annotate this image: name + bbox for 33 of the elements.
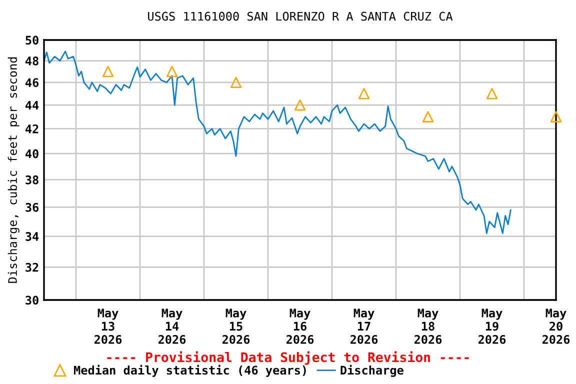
y-axis-title: Discharge, cubic feet per second: [8, 57, 20, 283]
y-tick-label: 30: [26, 296, 38, 305]
point: [486, 88, 498, 100]
y-tick-label: 34: [26, 232, 39, 241]
point: [550, 111, 562, 122]
chart-title: USGS 11161000 SAN LORENZO R A SANTA CRUZ CA: [148, 12, 453, 21]
y-tick-label: 48: [26, 56, 38, 66]
legend-label: Discharge: [340, 364, 404, 377]
y-tick-label: 44: [26, 100, 39, 110]
x-tick-label: May 16 2026: [286, 308, 314, 344]
point: [230, 76, 242, 88]
point: [102, 66, 114, 78]
y-tick-label: 38: [26, 175, 38, 184]
y-tick-label: 46: [26, 78, 38, 88]
y-tick-label: 40: [26, 149, 38, 158]
x-tick-label: May 18 2026: [414, 308, 442, 344]
x-tick-label: May 19 2026: [478, 308, 506, 344]
y-tick-label: 32: [26, 262, 38, 272]
point: [422, 111, 434, 122]
y-tick-label: 42: [26, 124, 38, 134]
x-tick-label: May 14 2026: [158, 308, 186, 344]
point: [358, 88, 370, 100]
point: [166, 66, 178, 78]
legend-label: Median daily statistic (46 years): [74, 364, 306, 377]
x-tick-label: May 17 2026: [350, 308, 378, 344]
x-tick-label: May 20 2026: [542, 308, 570, 344]
x-tick-label: May 13 2026: [94, 308, 122, 344]
y-tick-label: 50: [26, 36, 38, 45]
text: ---- Provisional Data Subject to Revision ----: [107, 351, 469, 365]
y-tick-label: 36: [26, 202, 38, 212]
line-series: [44, 50, 512, 234]
point: [294, 99, 306, 111]
x-tick-label: May 15 2026: [222, 308, 250, 344]
